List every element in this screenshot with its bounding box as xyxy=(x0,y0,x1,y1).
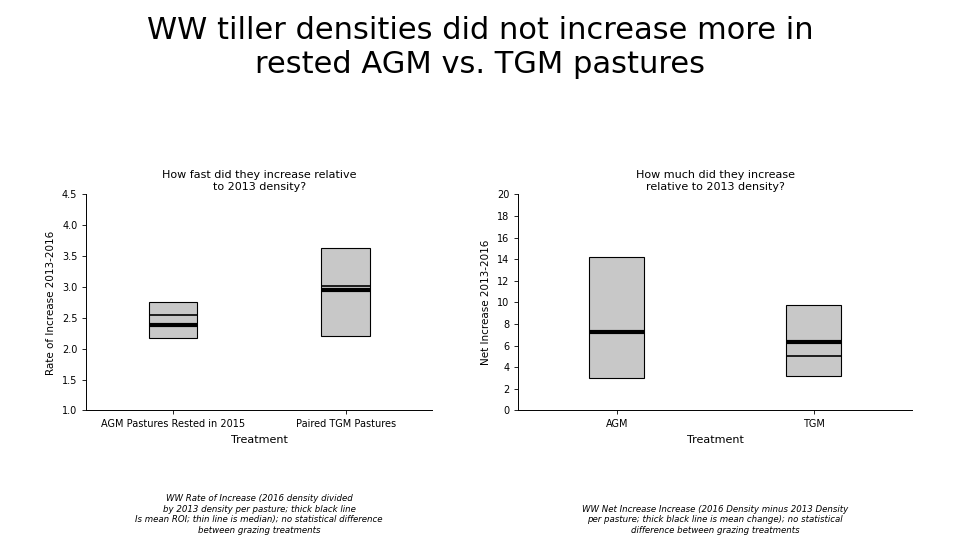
X-axis label: Treatment: Treatment xyxy=(230,435,288,445)
Y-axis label: Rate of Increase 2013-2016: Rate of Increase 2013-2016 xyxy=(46,230,57,375)
Bar xyxy=(786,305,841,376)
Y-axis label: Net Increase 2013-2016: Net Increase 2013-2016 xyxy=(482,240,492,365)
X-axis label: Treatment: Treatment xyxy=(686,435,744,445)
Bar xyxy=(589,257,644,378)
Text: WW Net Increase Increase (2016 Density minus 2013 Density
per pasture; thick bla: WW Net Increase Increase (2016 Density m… xyxy=(582,505,849,535)
Bar xyxy=(149,302,197,338)
Text: How much did they increase
relative to 2013 density?: How much did they increase relative to 2… xyxy=(636,170,795,192)
Text: WW Rate of Increase (2016 density divided
by 2013 density per pasture; thick bla: WW Rate of Increase (2016 density divide… xyxy=(135,495,383,535)
Text: WW tiller densities did not increase more in
rested AGM vs. TGM pastures: WW tiller densities did not increase mor… xyxy=(147,16,813,79)
Text: How fast did they increase relative
to 2013 density?: How fast did they increase relative to 2… xyxy=(162,170,356,192)
Bar xyxy=(322,248,370,336)
